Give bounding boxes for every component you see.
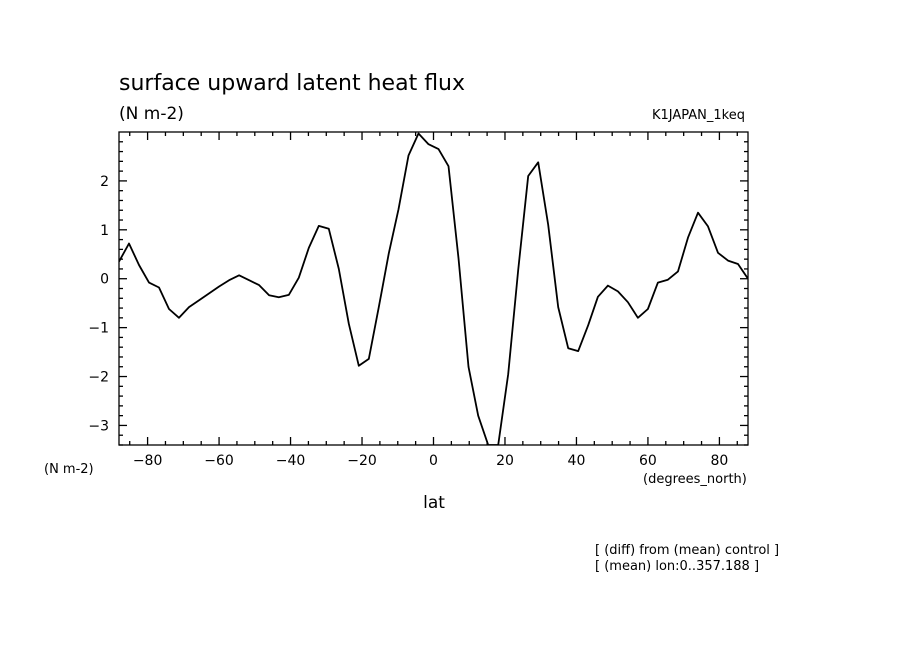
series-line-0 — [119, 132, 748, 445]
plot-frame — [118, 131, 749, 446]
y-tick-label: −3 — [88, 418, 109, 434]
x-axis-label: lat — [423, 493, 445, 513]
x-tick-label: 40 — [568, 453, 586, 469]
experiment-label: K1JAPAN_1keq — [652, 108, 745, 123]
y-tick-label: 0 — [100, 272, 109, 288]
y-axis-label: (N m-2) — [44, 462, 94, 477]
chart-title: surface upward latent heat flux — [119, 71, 465, 96]
note-diff: [ (diff) from (mean) control ] — [595, 543, 779, 558]
y-tick-label: 2 — [100, 174, 109, 190]
x-tick-label: −40 — [276, 453, 306, 469]
y-tick-label: −2 — [88, 370, 109, 386]
y-tick-label: −1 — [88, 321, 109, 337]
x-tick-label: −20 — [347, 453, 377, 469]
y-tick-label: 1 — [100, 223, 109, 239]
x-tick-label: 60 — [639, 453, 657, 469]
x-axis-units: (degrees_north) — [643, 472, 747, 487]
x-tick-label: 0 — [429, 453, 438, 469]
note-mean: [ (mean) lon:0..357.188 ] — [595, 559, 759, 574]
x-tick-label: −60 — [204, 453, 234, 469]
chart-units: (N m-2) — [119, 104, 184, 124]
plot-area: −80 −60 −40 −20 0 20 40 60 80 −3 −2 −1 0 1 2 — [88, 131, 749, 469]
x-tick-label: −80 — [133, 453, 163, 469]
x-tick-label: 80 — [710, 453, 728, 469]
x-tick-label: 20 — [496, 453, 514, 469]
